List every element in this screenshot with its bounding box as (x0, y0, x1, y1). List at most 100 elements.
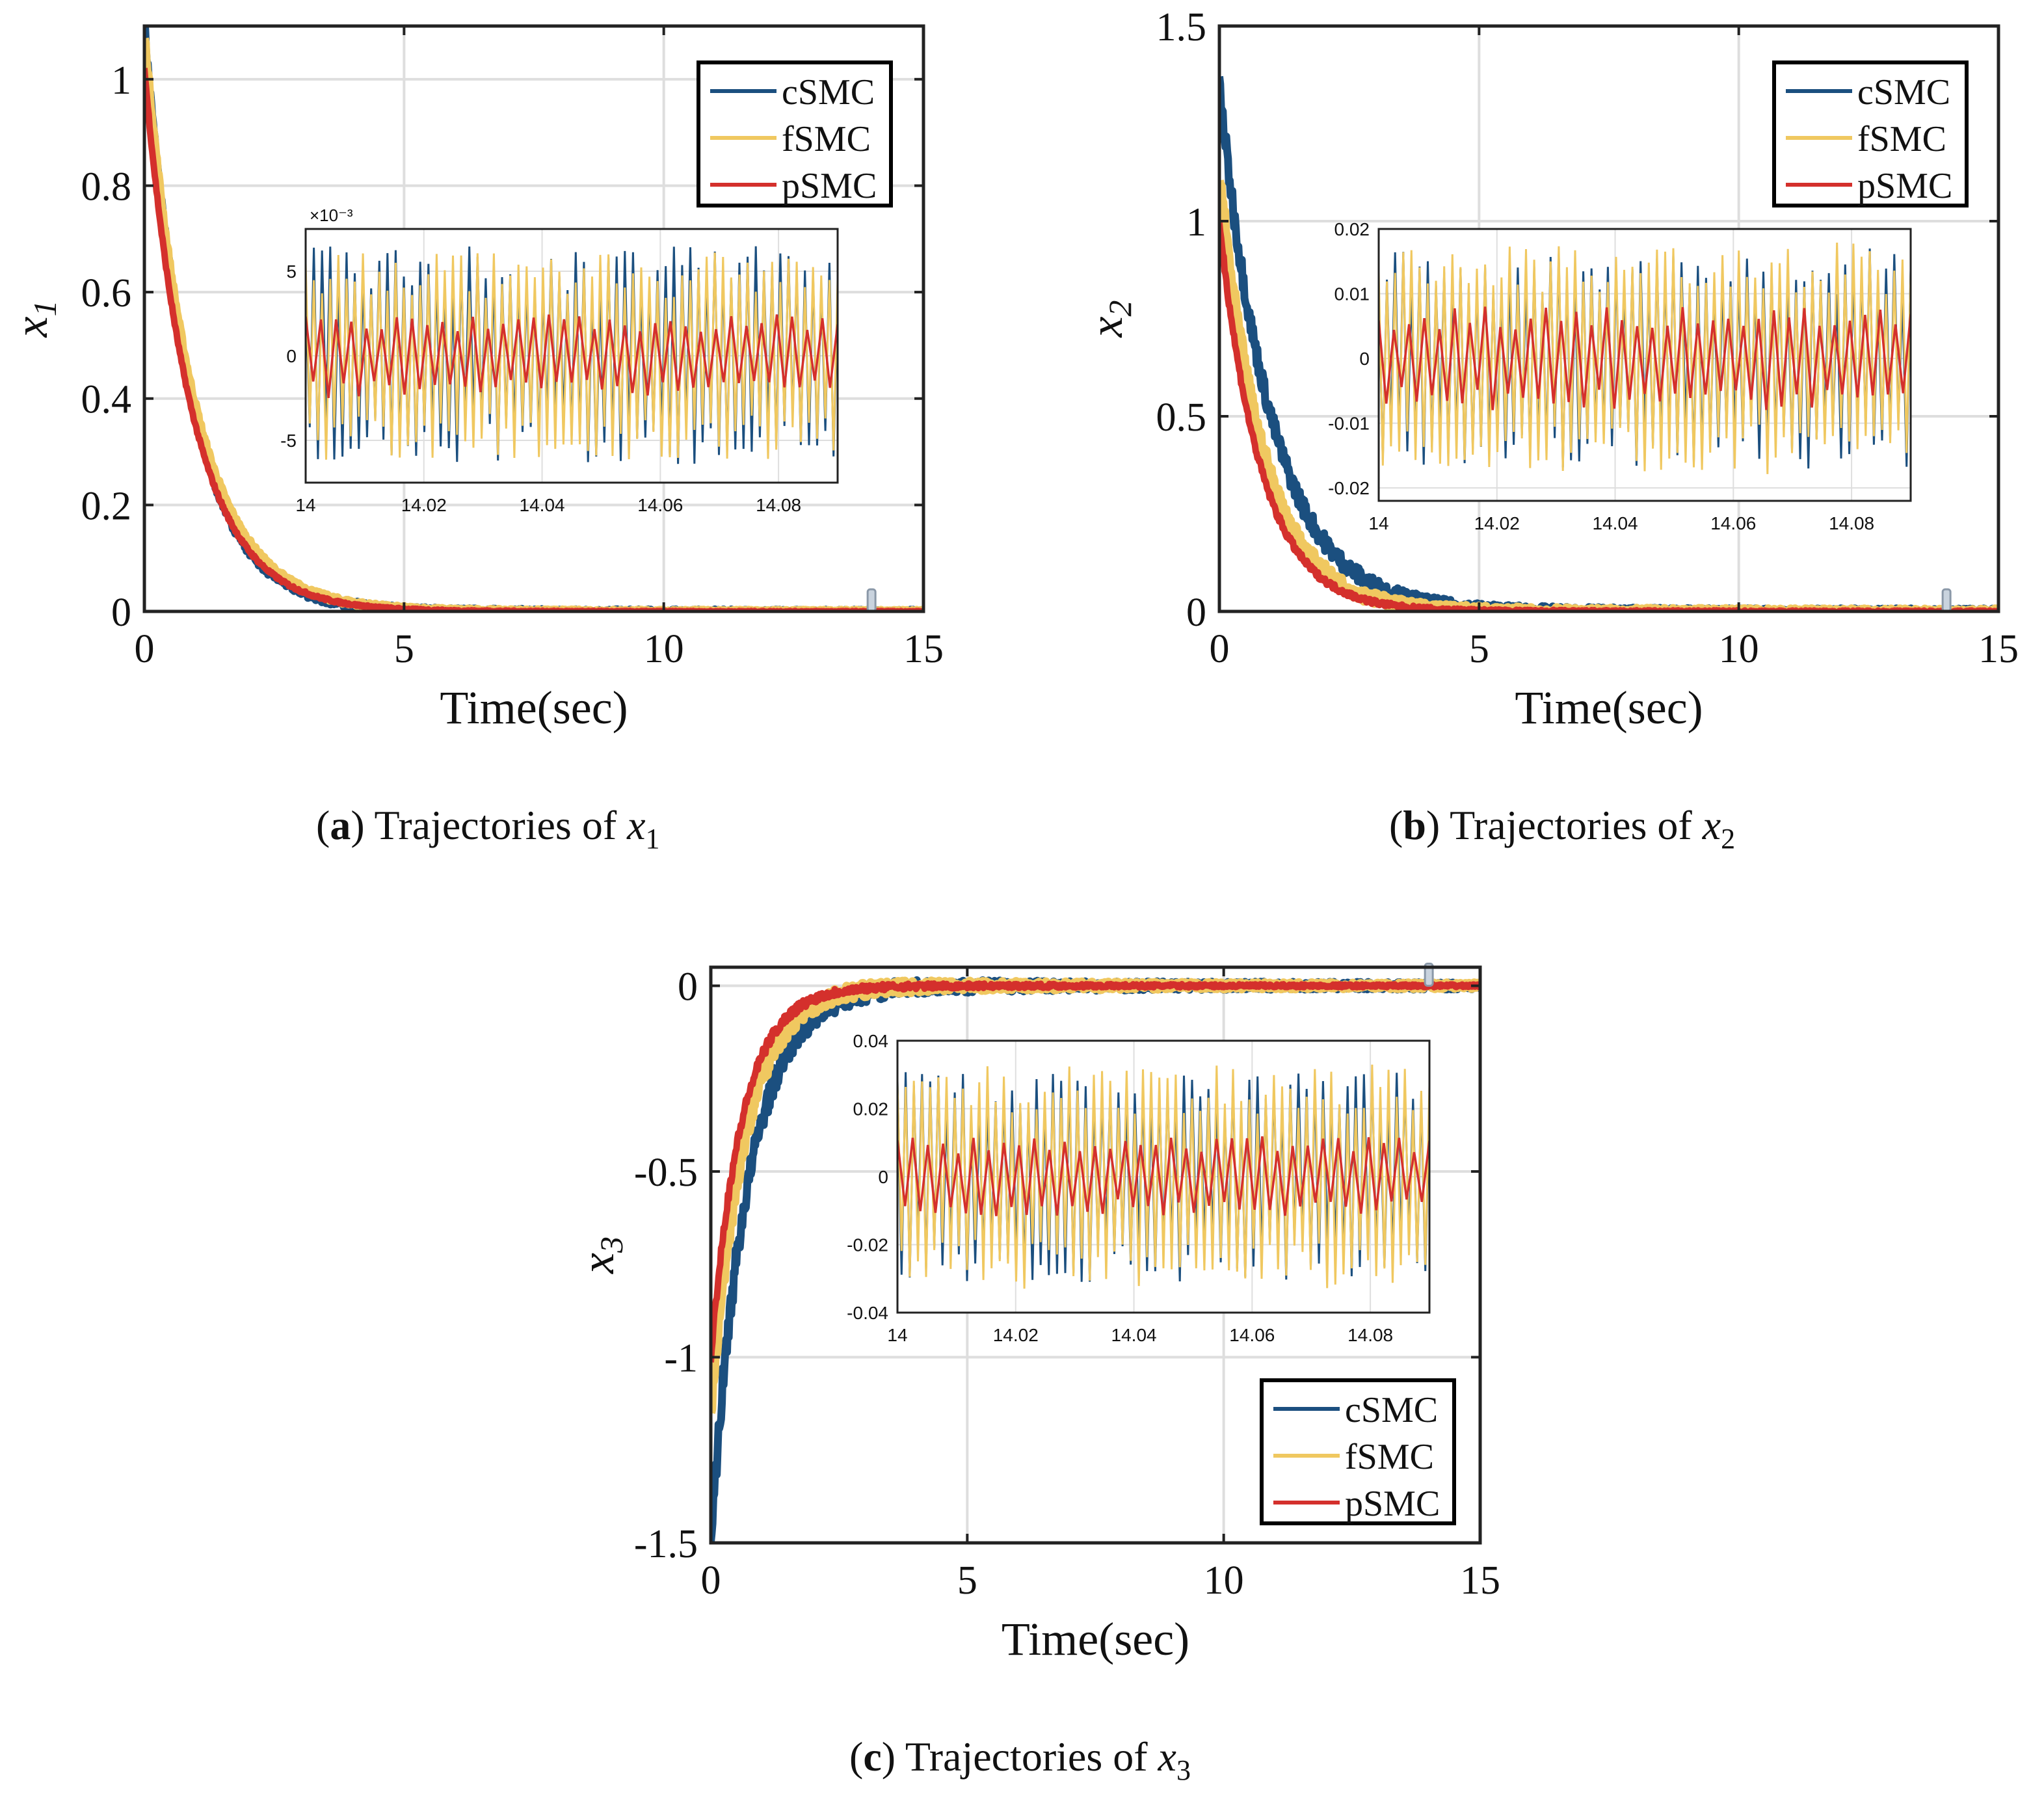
y-tick-label: 1 (1186, 200, 1206, 245)
y-axis-label: x1 (5, 301, 63, 338)
inset-y-tick-label: 0.02 (1334, 219, 1370, 239)
legend-box (1772, 60, 1969, 207)
y-tick-label: -1.5 (634, 1522, 698, 1566)
legend: cSMC fSMC pSMC (1772, 60, 1969, 207)
series-line-pSMC (711, 980, 1480, 1363)
inset-x-tick-label: 14.04 (520, 495, 565, 515)
inset-y-tick-label: 0 (1359, 349, 1370, 369)
x-tick-label: 5 (957, 1558, 977, 1603)
inset-panel: 14 14.02 14.04 14.06 14.08 -0.04 -0.02 0 0.02 0.0… (847, 1031, 1431, 1345)
legend: cSMC fSMC pSMC (1260, 1378, 1456, 1525)
inset-y-tick-label: -0.04 (847, 1303, 888, 1323)
legend-label-pSMC: pSMC (1345, 1484, 1440, 1524)
y-axis-label: x2 (1080, 301, 1138, 338)
legend: cSMC fSMC pSMC (697, 60, 893, 207)
y-axis-label: x3 (572, 1237, 630, 1274)
legend-label-fSMC: fSMC (1345, 1437, 1434, 1477)
inset-box (1377, 228, 1912, 502)
y-tick-label: 0 (678, 965, 698, 1009)
x-axis-label: Time(sec) (1515, 682, 1703, 734)
x-tick-label: 0 (1210, 627, 1230, 671)
inset-x-tick-label: 14.06 (1710, 513, 1756, 533)
x-tick-label: 5 (1469, 627, 1489, 671)
x-tick-label: 0 (701, 1558, 721, 1603)
y-axis-label-subscript: 2 (1102, 301, 1138, 317)
zoom-marker (866, 588, 877, 613)
inset-y-tick-label: -5 (280, 431, 297, 451)
legend-box (1260, 1378, 1456, 1525)
legend-label-cSMC: cSMC (1345, 1390, 1438, 1430)
caption-a: (a) Trajectories of x1 (316, 802, 660, 855)
inset-y-tick-label: 0 (286, 346, 297, 366)
y-tick-label: -0.5 (634, 1151, 698, 1195)
axes-box (1217, 24, 2000, 613)
inset-x-tick-label: 14.02 (993, 1325, 1039, 1345)
inset-exponent-label: ×10⁻³ (310, 206, 353, 225)
chart-panel-c: 0 5 10 15 -1.5 -1 -0.5 0 Time(sec) x3 14 14.02 14.04… (572, 963, 1500, 1665)
x-tick-label: 0 (135, 627, 155, 671)
legend-label-pSMC: pSMC (782, 166, 877, 206)
zoom-marker (1941, 588, 1952, 613)
inset-panel: 14 14.02 14.04 14.06 14.08 -0.02 -0.01 0 0.01 0.0… (1328, 219, 1912, 533)
inset-x-tick-label: 14.02 (1474, 513, 1520, 533)
inset-x-tick-label: 14 (887, 1325, 907, 1345)
y-tick-label: 0.6 (81, 271, 132, 315)
inset-x-tick-label: 14.04 (1111, 1325, 1157, 1345)
inset-panel: 14 14.02 14.04 14.06 14.08 -5 0 5 ×10⁻³ (280, 206, 839, 515)
legend-label-cSMC: cSMC (782, 72, 875, 113)
inset-series-pSMC (306, 314, 838, 398)
chart-panel-b: 0 5 10 15 0 0.5 1 1.5 Time(sec) x2 14 14.02 14.04 14.… (1080, 5, 2019, 734)
axes-box (709, 965, 1482, 1545)
y-tick-label: 1 (111, 59, 131, 103)
inset-y-tick-label: 0.02 (853, 1099, 889, 1119)
x-tick-label: 15 (1978, 627, 2019, 671)
inset-x-tick-label: 14 (1368, 513, 1388, 533)
y-tick-label: 0.4 (81, 378, 132, 422)
x-tick-label: 15 (1460, 1558, 1500, 1603)
inset-series-pSMC (897, 1136, 1429, 1216)
legend-label-fSMC: fSMC (1857, 119, 1946, 159)
y-tick-label: -1 (664, 1337, 698, 1381)
caption-b: (b) Trajectories of x2 (1389, 802, 1736, 855)
inset-x-tick-label: 14.08 (1347, 1325, 1393, 1345)
inset-y-tick-label: 0.04 (853, 1031, 889, 1051)
x-tick-label: 10 (1204, 1558, 1244, 1603)
inset-box (304, 228, 839, 484)
legend-label-fSMC: fSMC (782, 119, 871, 159)
x-axis-label: Time(sec) (440, 682, 628, 734)
y-tick-label: 0 (111, 591, 131, 635)
inset-x-tick-label: 14.06 (1229, 1325, 1275, 1345)
inset-y-tick-label: 5 (286, 261, 297, 282)
inset-x-tick-label: 14.08 (756, 495, 801, 515)
y-axis-label-subscript: 3 (593, 1237, 630, 1253)
legend-box (697, 60, 893, 207)
x-tick-label: 15 (903, 627, 944, 671)
x-tick-label: 5 (394, 627, 414, 671)
inset-y-tick-label: 0 (878, 1167, 888, 1187)
inset-x-tick-label: 14.02 (401, 495, 447, 515)
inset-y-tick-label: -0.02 (1328, 478, 1370, 498)
x-axis-label: Time(sec) (1002, 1613, 1189, 1665)
caption-c: (c) Trajectories of x3 (849, 1733, 1191, 1786)
axes-box (142, 24, 925, 613)
y-axis-label-subscript: 1 (27, 301, 63, 317)
inset-series-pSMC (1379, 306, 1911, 410)
x-tick-label: 10 (644, 627, 684, 671)
inset-box (896, 1039, 1431, 1314)
inset-x-tick-label: 14.04 (1593, 513, 1638, 533)
series-line-pSMC (144, 68, 923, 611)
series-line-fSMC (144, 37, 923, 611)
x-tick-label: 10 (1719, 627, 1759, 671)
legend-label-pSMC: pSMC (1857, 166, 1952, 206)
inset-x-tick-label: 14.08 (1829, 513, 1874, 533)
inset-x-tick-label: 14 (295, 495, 315, 515)
inset-x-tick-label: 14.06 (637, 495, 683, 515)
y-tick-label: 1.5 (1156, 5, 1207, 49)
legend-label-cSMC: cSMC (1857, 72, 1950, 113)
y-tick-label: 0.2 (81, 484, 132, 528)
inset-y-tick-label: -0.01 (1328, 414, 1370, 434)
inset-y-tick-label: -0.02 (847, 1235, 888, 1255)
zoom-marker (1424, 963, 1434, 987)
